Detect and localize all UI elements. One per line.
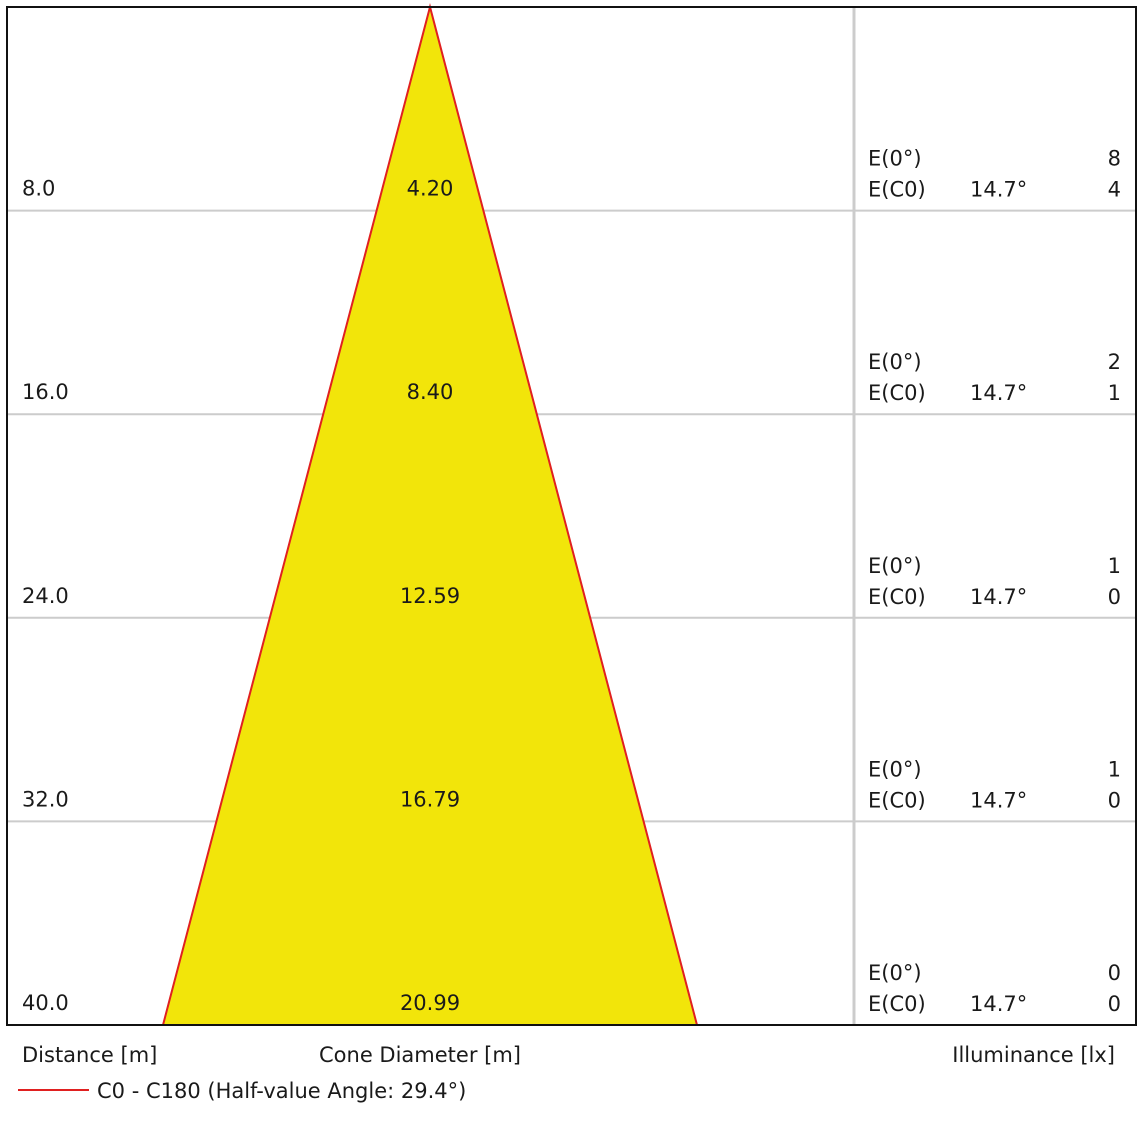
distance-label: 40.0 xyxy=(22,991,69,1015)
diameter-label: 4.20 xyxy=(407,177,454,201)
ec0-angle: 14.7° xyxy=(970,788,1027,812)
ec0-angle: 14.7° xyxy=(970,178,1027,202)
ec0-label: E(C0) xyxy=(868,585,926,609)
e0-label: E(0°) xyxy=(868,147,922,171)
diameter-label: 16.79 xyxy=(400,787,460,811)
distance-label: 24.0 xyxy=(22,584,69,608)
diameter-label: 12.59 xyxy=(400,584,460,608)
ec0-value: 4 xyxy=(1108,178,1121,202)
distance-label: 32.0 xyxy=(22,787,69,811)
e0-label: E(0°) xyxy=(868,961,922,985)
diameter-label: 8.40 xyxy=(407,380,454,404)
ec0-label: E(C0) xyxy=(868,381,926,405)
e0-value: 8 xyxy=(1108,147,1121,171)
ec0-value: 0 xyxy=(1108,992,1121,1016)
e0-label: E(0°) xyxy=(868,350,922,374)
distance-label: 16.0 xyxy=(22,380,69,404)
e0-value: 2 xyxy=(1108,350,1121,374)
ec0-value: 0 xyxy=(1108,585,1121,609)
e0-label: E(0°) xyxy=(868,757,922,781)
illuminance-axis-label: Illuminance [lx] xyxy=(952,1043,1115,1067)
distance-axis-label: Distance [m] xyxy=(22,1043,157,1067)
distance-label: 8.0 xyxy=(22,177,55,201)
ec0-angle: 14.7° xyxy=(970,381,1027,405)
diameter-label: 20.99 xyxy=(400,991,460,1015)
ec0-value: 0 xyxy=(1108,788,1121,812)
ec0-angle: 14.7° xyxy=(970,585,1027,609)
ec0-label: E(C0) xyxy=(868,788,926,812)
cone-diameter-axis-label: Cone Diameter [m] xyxy=(319,1043,521,1067)
cone-area xyxy=(161,3,699,1026)
e0-label: E(0°) xyxy=(868,554,922,578)
legend-label: C0 - C180 (Half-value Angle: 29.4°) xyxy=(97,1079,466,1103)
e0-value: 1 xyxy=(1108,554,1121,578)
ec0-value: 1 xyxy=(1108,381,1121,405)
ec0-angle: 14.7° xyxy=(970,992,1027,1016)
e0-value: 0 xyxy=(1108,961,1121,985)
ec0-label: E(C0) xyxy=(868,178,926,202)
e0-value: 1 xyxy=(1108,757,1121,781)
ec0-label: E(C0) xyxy=(868,992,926,1016)
chart-frame xyxy=(6,6,1137,1026)
